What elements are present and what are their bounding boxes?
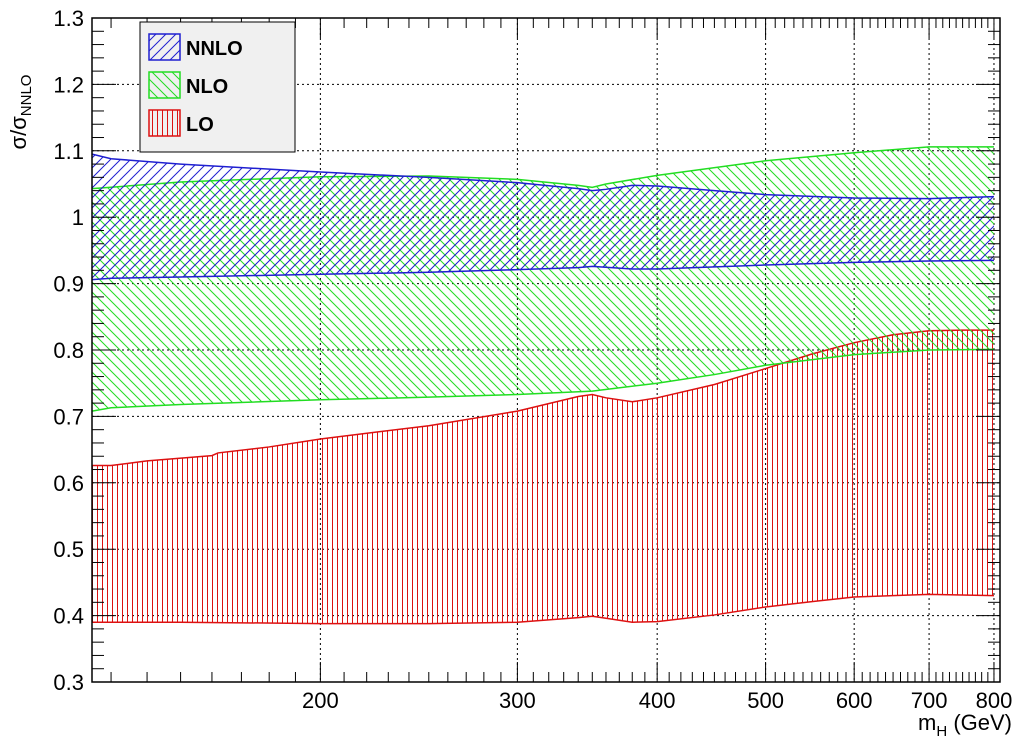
x-axis-title: mH (GeV) — [918, 710, 1012, 738]
band-nnlo-upper-edge — [92, 153, 994, 200]
x-tick-label: 700 — [911, 688, 948, 713]
y-tick-label: 1.3 — [53, 6, 84, 31]
legend-swatch-nnlo — [148, 33, 181, 61]
legend: NNLO NLO LO — [139, 21, 296, 153]
x-tick-label: 800 — [976, 688, 1013, 713]
y-tick-label: 0.8 — [53, 338, 84, 363]
band-nnlo — [92, 154, 994, 280]
y-tick-label: 0.3 — [53, 670, 84, 695]
legend-label-nlo: NLO — [186, 76, 228, 98]
y-tick-label: 0.4 — [53, 604, 84, 629]
axis-ticks: 0.3 0.4 0.5 0.6 0.7 0.8 0.9 1 1.1 1.2 1.3 200 300 400… — [53, 6, 1012, 713]
y-tick-label: 0.9 — [53, 272, 84, 297]
legend-label-lo: LO — [186, 114, 214, 136]
band-nlo-lower-edge — [92, 348, 994, 412]
y-tick-label: 0.7 — [53, 404, 84, 429]
band-lo-lower-edge — [92, 593, 994, 625]
band-lo — [92, 330, 994, 624]
band-nnlo-lower-edge — [92, 259, 994, 281]
x-tick-label: 300 — [499, 688, 536, 713]
y-axis-title: σ/σNNLO — [6, 75, 35, 150]
x-tick-label: 600 — [836, 688, 873, 713]
y-axis-title-subscript: NNLO — [18, 75, 35, 117]
bands — [92, 146, 994, 625]
legend-swatch-lo — [148, 109, 181, 137]
legend-label-nnlo: NNLO — [186, 38, 243, 60]
y-tick-label: 0.5 — [53, 537, 84, 562]
y-tick-label: 1.1 — [53, 139, 84, 164]
x-tick-label: 500 — [747, 688, 784, 713]
y-tick-label: 0.6 — [53, 471, 84, 496]
legend-swatch-nlo — [148, 71, 181, 99]
y-tick-label: 1 — [72, 205, 84, 230]
x-tick-label: 200 — [302, 688, 339, 713]
x-tick-label: 400 — [639, 688, 676, 713]
x-axis-title-subscript: H — [936, 723, 947, 738]
y-tick-label: 1.2 — [53, 72, 84, 97]
